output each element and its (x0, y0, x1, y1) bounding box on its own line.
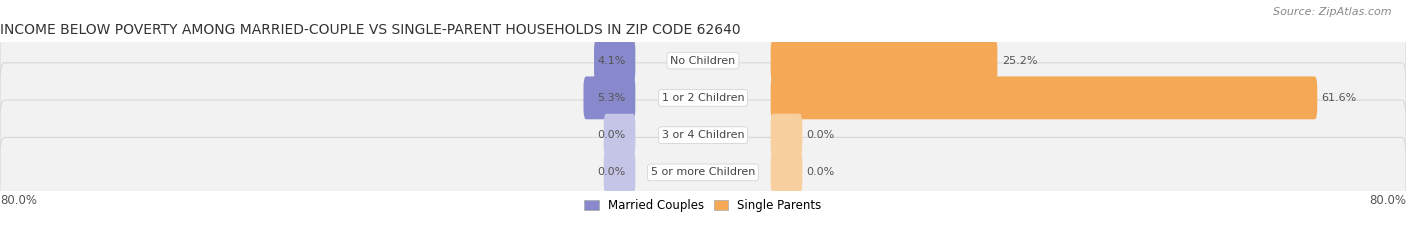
FancyBboxPatch shape (0, 137, 1406, 207)
Text: 61.6%: 61.6% (1322, 93, 1357, 103)
FancyBboxPatch shape (0, 63, 1406, 133)
Text: 1 or 2 Children: 1 or 2 Children (662, 93, 744, 103)
Text: 0.0%: 0.0% (807, 168, 835, 177)
Text: 3 or 4 Children: 3 or 4 Children (662, 130, 744, 140)
Text: 4.1%: 4.1% (598, 56, 626, 65)
FancyBboxPatch shape (583, 76, 636, 119)
Text: 5 or more Children: 5 or more Children (651, 168, 755, 177)
FancyBboxPatch shape (770, 39, 997, 82)
FancyBboxPatch shape (603, 151, 636, 194)
Text: No Children: No Children (671, 56, 735, 65)
Text: 0.0%: 0.0% (598, 168, 626, 177)
Text: INCOME BELOW POVERTY AMONG MARRIED-COUPLE VS SINGLE-PARENT HOUSEHOLDS IN ZIP COD: INCOME BELOW POVERTY AMONG MARRIED-COUPL… (0, 23, 741, 37)
FancyBboxPatch shape (603, 114, 636, 157)
Legend: Married Couples, Single Parents: Married Couples, Single Parents (585, 199, 821, 212)
FancyBboxPatch shape (770, 76, 1317, 119)
Text: Source: ZipAtlas.com: Source: ZipAtlas.com (1274, 7, 1392, 17)
FancyBboxPatch shape (593, 39, 636, 82)
Text: 5.3%: 5.3% (598, 93, 626, 103)
Text: 80.0%: 80.0% (0, 194, 37, 207)
FancyBboxPatch shape (0, 100, 1406, 170)
FancyBboxPatch shape (0, 26, 1406, 96)
Text: 0.0%: 0.0% (598, 130, 626, 140)
Text: 0.0%: 0.0% (807, 130, 835, 140)
Text: 80.0%: 80.0% (1369, 194, 1406, 207)
FancyBboxPatch shape (770, 151, 803, 194)
Text: 25.2%: 25.2% (1001, 56, 1038, 65)
FancyBboxPatch shape (770, 114, 803, 157)
